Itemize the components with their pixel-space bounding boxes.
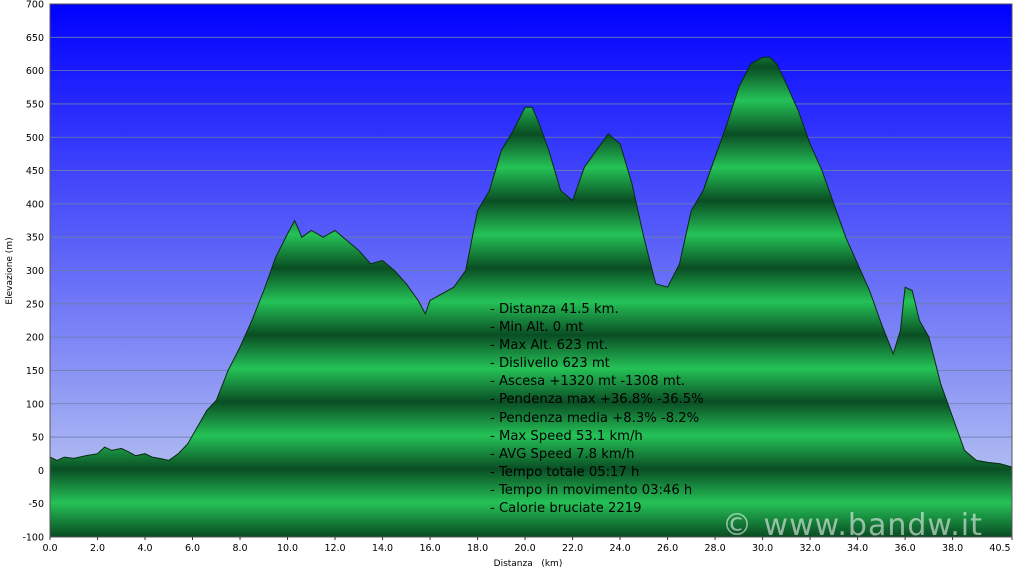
x-axis-title: Distanza (km)	[494, 559, 563, 569]
y-tick-label: 50	[32, 433, 44, 444]
x-tick-label: 18.0	[467, 543, 488, 554]
y-tick-label: 450	[26, 166, 44, 177]
x-tick-label: 24.0	[609, 543, 630, 554]
x-tick-label: 6.0	[185, 543, 200, 554]
x-tick-label: 2.0	[90, 543, 105, 554]
y-tick-label: 0	[38, 466, 44, 477]
y-tick-label: 500	[26, 133, 44, 144]
x-tick-label: 4.0	[137, 543, 152, 554]
y-axis-title: Elevazione (m)	[5, 237, 15, 304]
stat-line: - Tempo in movimento 03:46 h	[490, 482, 693, 498]
y-tick-label: 250	[26, 299, 44, 310]
stat-line: - Pendenza media +8.3% -8.2%	[490, 410, 700, 426]
stat-line: - AVG Speed 7.8 km/h	[490, 446, 635, 462]
x-tick-label: 36.0	[895, 543, 916, 554]
x-tick-label: 26.0	[657, 543, 678, 554]
stat-line: - Tempo totale 05:17 h	[490, 464, 640, 480]
x-tick-label: 40.5	[989, 543, 1010, 554]
stat-line: - Distanza 41.5 km.	[490, 302, 619, 317]
elevation-area	[50, 56, 1012, 537]
stat-line: - Pendenza max +36.8% -36.5%	[490, 392, 704, 408]
y-tick-label: 300	[26, 266, 44, 277]
stat-line: - Calorie bruciate 2219	[490, 501, 642, 517]
y-tick-label: -100	[22, 533, 44, 544]
stat-line: - Ascesa +1320 mt -1308 mt.	[490, 374, 686, 390]
route-stats-panel: - Distanza 41.5 km. - Min Alt. 0 mt - Ma…	[490, 301, 704, 518]
stat-line: - Min Alt. 0 mt	[490, 320, 584, 336]
plot-frame	[49, 3, 1013, 538]
x-tick-label: 8.0	[232, 543, 247, 554]
stat-line: - Max Alt. 623 mt.	[490, 338, 609, 354]
x-tick-label: 38.0	[942, 543, 963, 554]
x-tick-label: 16.0	[419, 543, 440, 554]
y-tick-label: -50	[28, 499, 44, 510]
y-axis-ticks: -100 -50 0 50 100 150 200 250 300 350 400 450 500 550…	[22, 0, 44, 544]
watermark-text: © www.bandw.it	[722, 508, 983, 543]
y-tick-label: 350	[26, 233, 44, 244]
stat-line: - Max Speed 53.1 km/h	[490, 428, 643, 444]
x-tick-label: 14.0	[372, 543, 393, 554]
x-tick-label: 22.0	[562, 543, 583, 554]
y-tick-label: 600	[26, 66, 44, 77]
stat-line: - Dislivello 623 mt	[490, 356, 610, 372]
y-tick-label: 150	[26, 366, 44, 377]
x-tick-label: 32.0	[800, 543, 821, 554]
y-tick-label: 650	[26, 33, 44, 44]
x-tick-label: 20.0	[514, 543, 535, 554]
x-tick-label: 28.0	[705, 543, 726, 554]
x-tick-label: 10.0	[277, 543, 298, 554]
x-tick-label: 30.0	[752, 543, 773, 554]
y-tick-label: 200	[26, 333, 44, 344]
x-axis-ticks: 0.0 2.0 4.0 6.0 8.0 10.0 12.0 14.0 16.0 18.0 20.0 2…	[42, 537, 1013, 554]
x-tick-label: 34.0	[847, 543, 868, 554]
x-tick-label: 12.0	[324, 543, 345, 554]
y-tick-label: 400	[26, 199, 44, 210]
y-tick-label: 550	[26, 99, 44, 110]
y-tick-label: 100	[26, 399, 44, 410]
y-tick-label: 700	[26, 0, 44, 11]
x-tick-label: 0.0	[42, 543, 57, 554]
